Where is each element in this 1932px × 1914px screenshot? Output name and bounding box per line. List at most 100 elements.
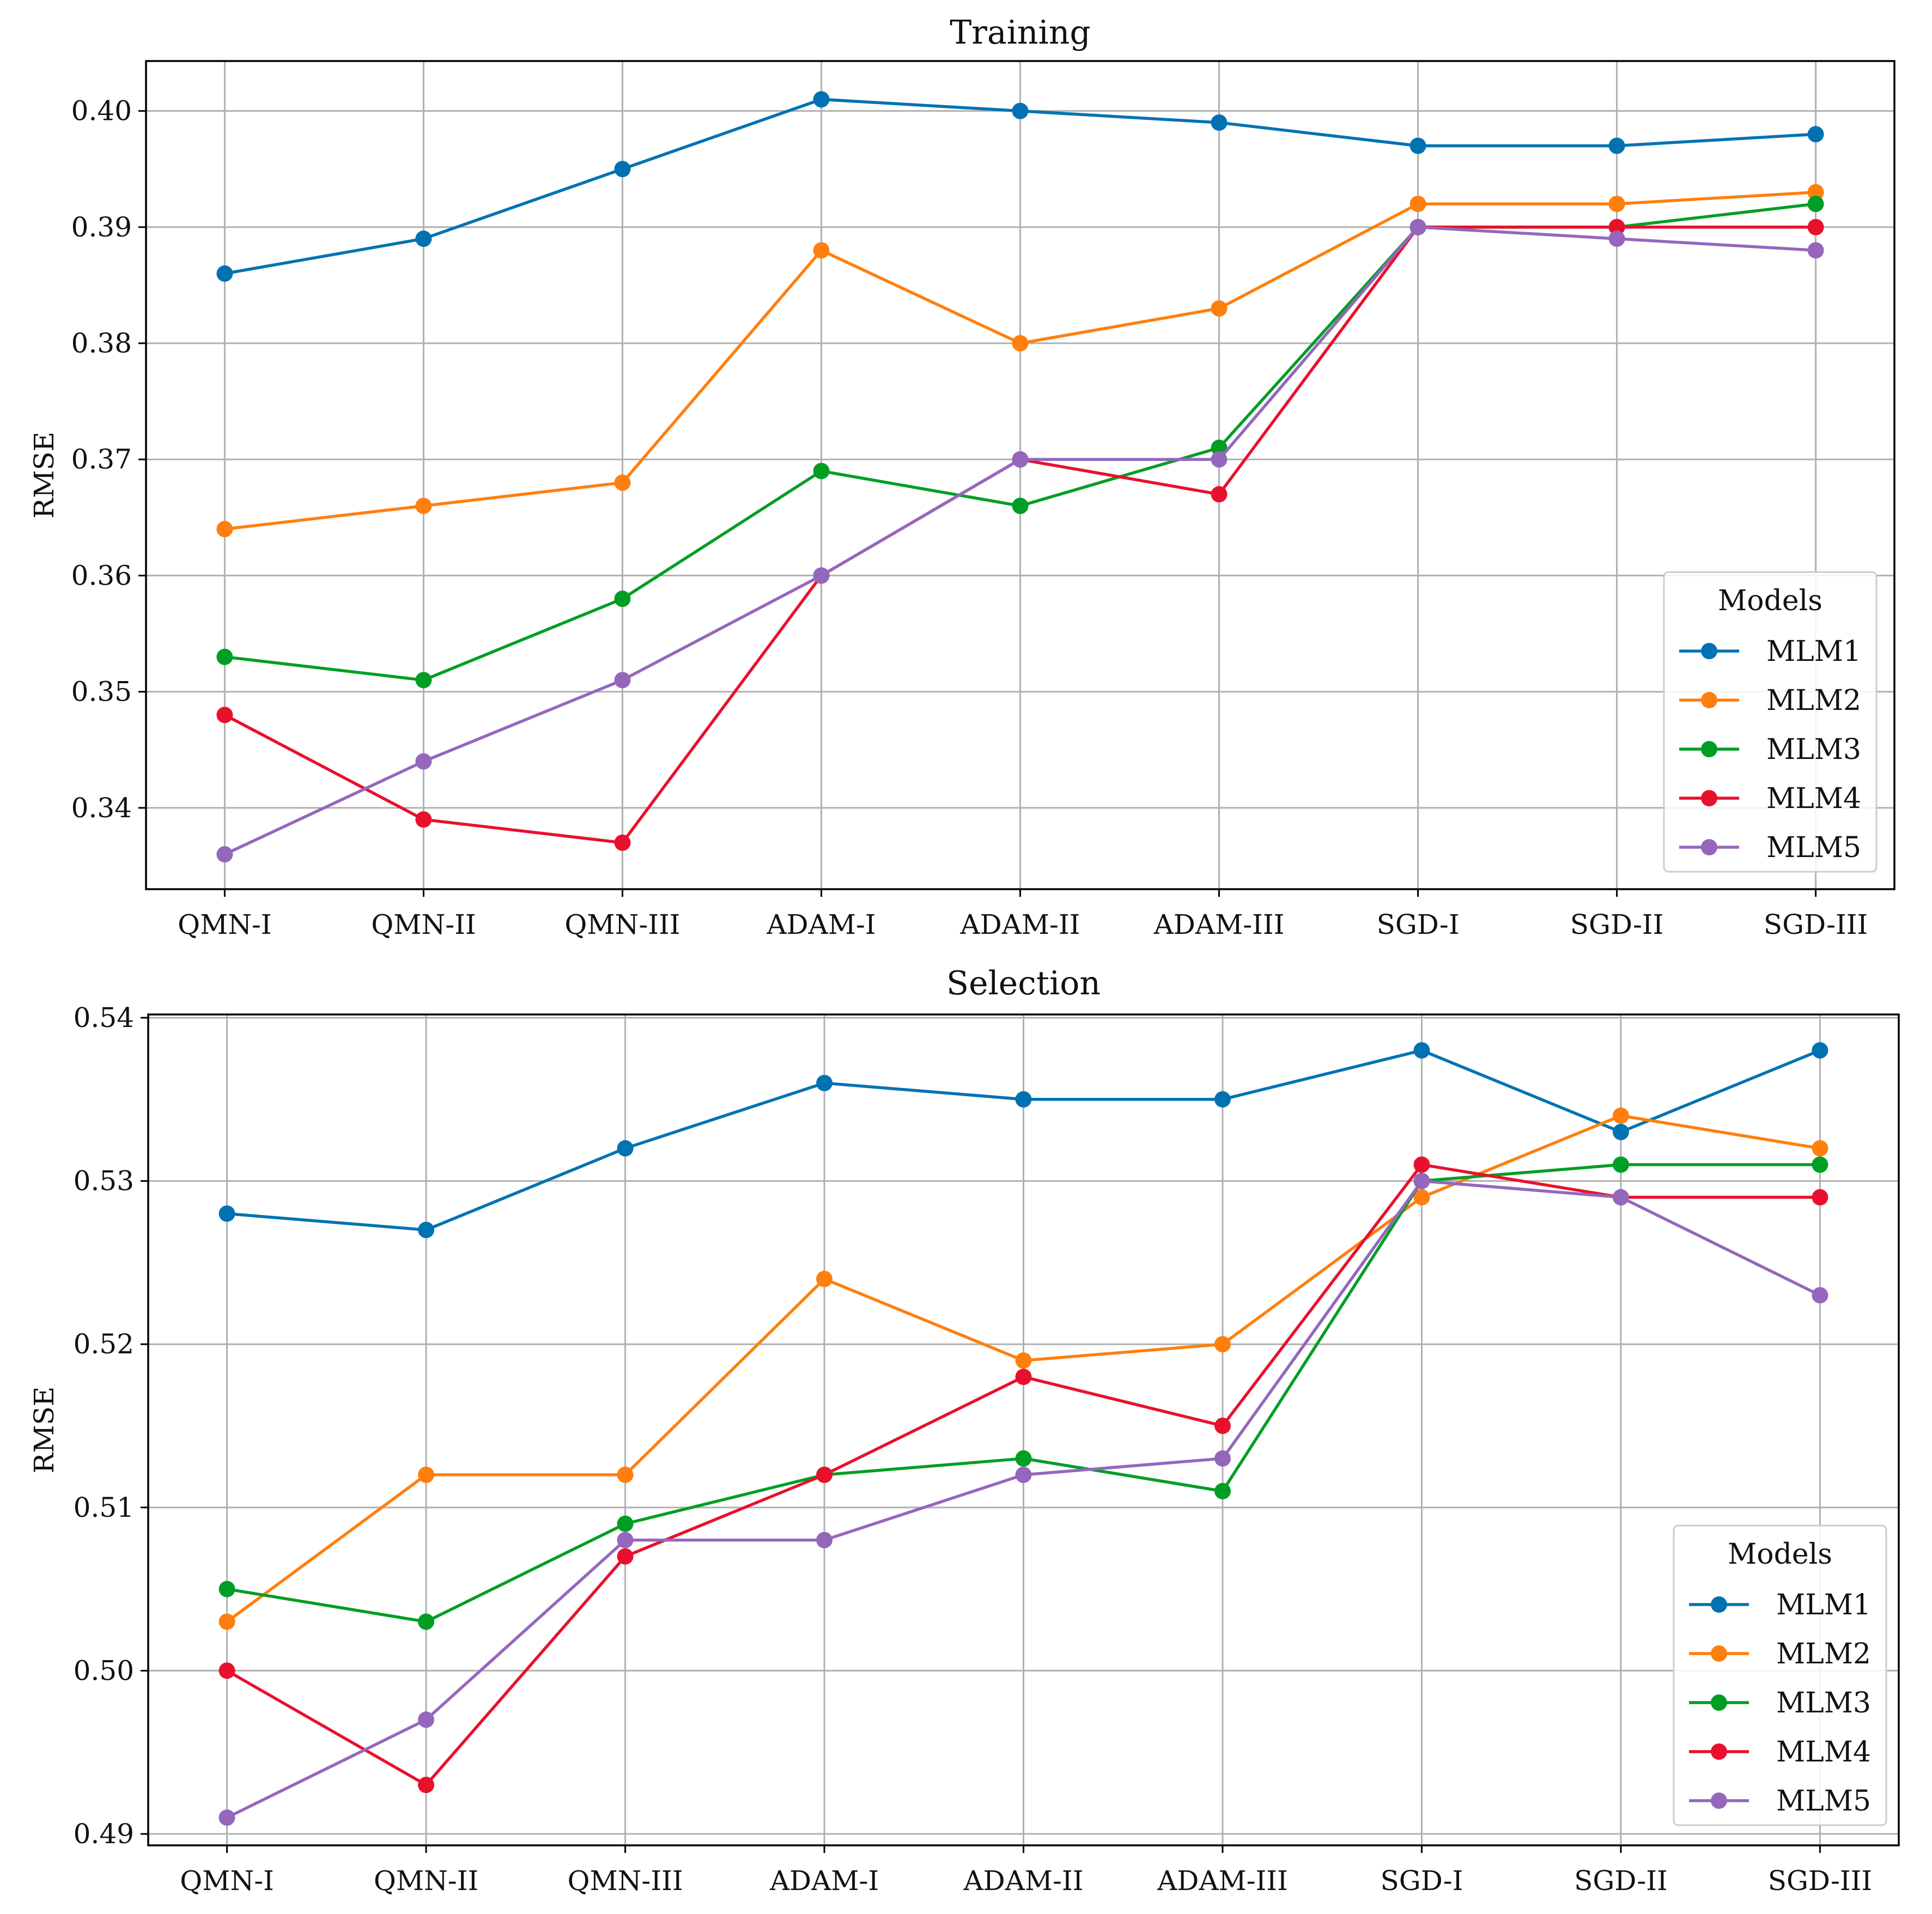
x-tick-label: SGD-II	[1574, 1865, 1668, 1897]
data-point	[1608, 196, 1625, 212]
legend-swatch-marker	[1711, 1596, 1727, 1613]
data-point	[1211, 486, 1228, 503]
data-point	[1807, 126, 1824, 143]
data-point	[1214, 1336, 1231, 1353]
data-point	[813, 463, 830, 479]
data-point	[418, 1222, 435, 1238]
x-tick-label: ADAM-III	[1153, 909, 1285, 940]
data-point	[614, 591, 631, 607]
y-tick-label: 0.36	[71, 560, 132, 591]
x-tick-label: ADAM-I	[769, 1865, 879, 1897]
x-tick-label: QMN-III	[564, 909, 680, 940]
x-tick-label: QMN-III	[567, 1865, 683, 1897]
series-mlm1	[218, 1042, 1828, 1238]
y-tick-label: 0.49	[74, 1818, 134, 1850]
data-point	[1812, 1156, 1828, 1173]
data-point	[216, 648, 233, 665]
data-point	[218, 1613, 235, 1630]
legend-label: MLM2	[1776, 1638, 1871, 1670]
series-mlm2	[218, 1107, 1828, 1630]
data-point	[1015, 1466, 1032, 1483]
data-point	[1409, 137, 1426, 154]
data-point	[218, 1809, 235, 1826]
chart-panel-1: QMN-I QMN-II QMN-III ADAM-I ADAM-II ADAM-III S…	[28, 964, 1900, 1897]
data-point	[218, 1662, 235, 1679]
legend-swatch-marker	[1711, 1743, 1727, 1760]
data-point	[1413, 1156, 1430, 1173]
series-mlm1	[216, 91, 1824, 282]
data-point	[415, 811, 432, 828]
y-tick-label: 0.53	[74, 1165, 134, 1197]
x-tick-label: ADAM-II	[960, 909, 1080, 940]
data-point	[415, 497, 432, 514]
data-point	[1012, 497, 1029, 514]
y-tick-label: 0.34	[71, 792, 132, 824]
data-point	[418, 1777, 435, 1794]
data-point	[617, 1548, 634, 1565]
data-point	[1612, 1156, 1629, 1173]
chart-panel-0: QMN-I QMN-II QMN-III ADAM-I ADAM-II ADAM-III S…	[28, 14, 1895, 940]
y-axis-label: RMSE	[28, 432, 60, 519]
data-point	[617, 1515, 634, 1532]
x-tick-label: QMN-II	[374, 1865, 478, 1897]
data-point	[1807, 218, 1824, 235]
data-point	[614, 161, 631, 178]
y-tick-label: 0.35	[71, 676, 132, 708]
data-point	[813, 91, 830, 108]
y-tick-label: 0.50	[74, 1655, 134, 1686]
data-point	[1211, 114, 1228, 131]
data-point	[617, 1466, 634, 1483]
x-tick-label: SGD-I	[1377, 909, 1460, 940]
legend-label: MLM4	[1776, 1736, 1871, 1769]
x-tick-label: ADAM-II	[963, 1865, 1084, 1897]
legend-swatch-marker	[1701, 839, 1717, 855]
data-point	[1214, 1418, 1231, 1435]
legend-swatch-marker	[1701, 790, 1717, 806]
x-tick-label: SGD-III	[1764, 909, 1868, 940]
y-tick-label: 0.38	[71, 327, 132, 359]
data-point	[415, 672, 432, 689]
data-point	[418, 1466, 435, 1483]
data-point	[617, 1532, 634, 1548]
data-point	[1015, 1091, 1032, 1108]
data-point	[218, 1581, 235, 1597]
data-point	[816, 1074, 833, 1091]
legend-label: MLM1	[1766, 635, 1861, 668]
legend-title: Models	[1718, 585, 1822, 617]
data-point	[1807, 242, 1824, 259]
y-tick-label: 0.40	[71, 95, 132, 127]
legend-swatch-marker	[1711, 1645, 1727, 1662]
series-mlm2	[216, 184, 1824, 538]
legend-label: MLM1	[1776, 1589, 1871, 1621]
chart-title: Training	[950, 14, 1091, 52]
x-tick-label: ADAM-I	[766, 909, 876, 940]
data-point	[816, 1466, 833, 1483]
x-tick-label: SGD-II	[1570, 909, 1664, 940]
y-tick-label: 0.54	[74, 1002, 134, 1034]
data-point	[813, 242, 830, 259]
data-point	[418, 1711, 435, 1728]
x-tick-label: SGD-III	[1768, 1865, 1872, 1897]
x-tick-label: QMN-I	[180, 1865, 274, 1897]
data-point	[1812, 1140, 1828, 1157]
legend-label: MLM4	[1766, 782, 1861, 815]
legend-label: MLM5	[1766, 831, 1861, 864]
legend-label: MLM5	[1776, 1785, 1871, 1818]
data-point	[216, 707, 233, 724]
data-point	[1409, 196, 1426, 212]
legend-swatch-marker	[1701, 643, 1717, 659]
data-point	[1015, 1352, 1032, 1369]
legend-label: MLM2	[1766, 684, 1861, 717]
legend-swatch-marker	[1711, 1793, 1727, 1809]
data-point	[1214, 1450, 1231, 1467]
data-point	[216, 846, 233, 863]
x-tick-label: QMN-I	[178, 909, 272, 940]
data-point	[1608, 218, 1625, 235]
legend-swatch-marker	[1701, 692, 1717, 708]
data-point	[1812, 1189, 1828, 1206]
data-point	[1211, 439, 1228, 456]
data-point	[1413, 1172, 1430, 1189]
x-tick-label: ADAM-III	[1157, 1865, 1288, 1897]
series-mlm5	[216, 218, 1824, 863]
